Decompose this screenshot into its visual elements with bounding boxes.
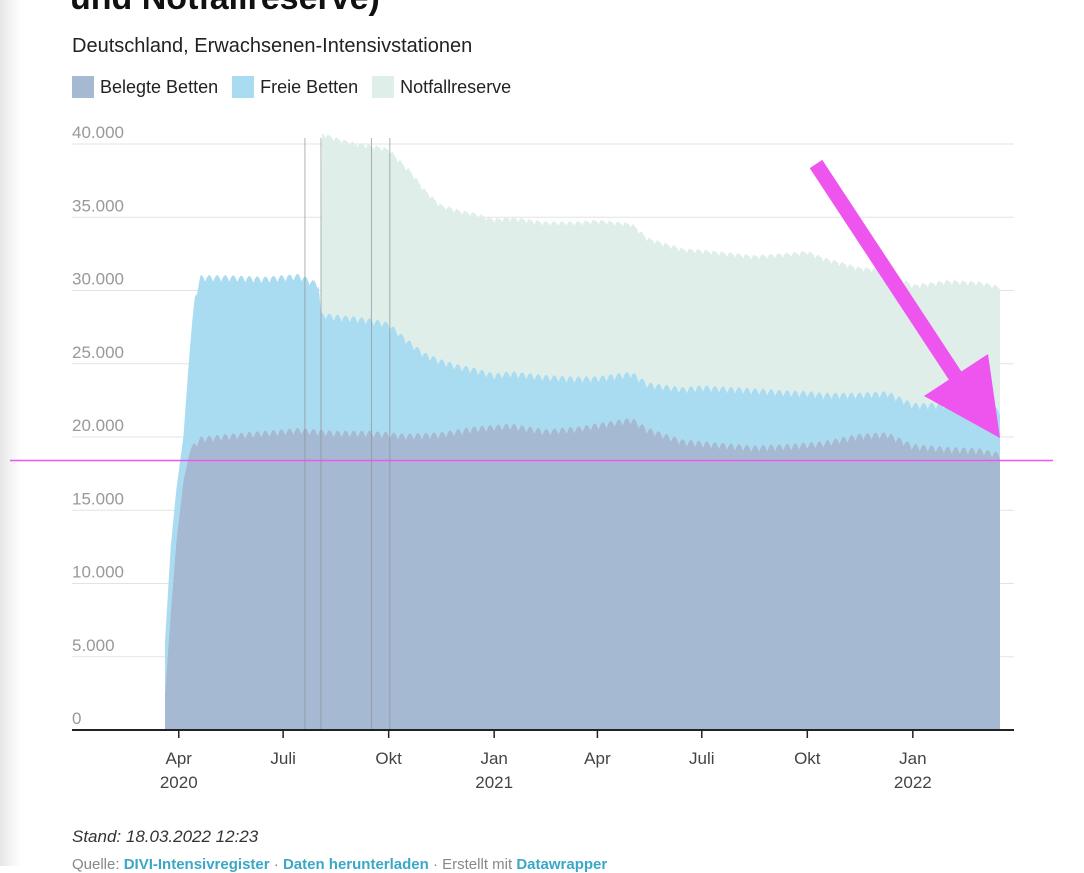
y-tick-label: 0 xyxy=(72,709,81,728)
x-tick-label: Jan xyxy=(480,749,507,768)
legend-label-frei: Freie Betten xyxy=(260,76,359,97)
page-shadow xyxy=(0,0,22,866)
x-tick-label: Juli xyxy=(689,749,715,768)
legend-swatch-reserve xyxy=(372,76,395,98)
legend-item-frei: Freie Betten xyxy=(232,76,358,98)
source-sep: · xyxy=(269,856,283,873)
x-tick-year: 2022 xyxy=(894,773,932,792)
legend-label-belegt: Belegte Betten xyxy=(100,76,219,97)
y-tick-label: 40.000 xyxy=(72,123,124,142)
download-link[interactable]: Daten herunterladen xyxy=(282,856,429,873)
y-tick-label: 20.000 xyxy=(72,416,124,435)
x-tick-year: 2020 xyxy=(160,773,198,792)
x-tick-label: Apr xyxy=(584,749,611,768)
x-tick-label: Apr xyxy=(166,749,193,768)
datawrapper-link[interactable]: Datawrapper xyxy=(516,856,608,873)
y-tick-label: 5.000 xyxy=(72,636,115,655)
legend-swatch-belegt xyxy=(72,76,94,98)
area-freie-betten xyxy=(165,273,1000,694)
chart-title: und Notfallreserve) xyxy=(70,0,380,18)
legend-item-belegt: Belegte Betten xyxy=(72,76,218,98)
y-tick-label: 25.000 xyxy=(72,343,124,362)
legend: Belegte Betten Freie Betten Notfallreser… xyxy=(72,76,525,98)
area-notfallreserve xyxy=(165,133,1000,643)
legend-label-reserve: Notfallreserve xyxy=(400,76,512,97)
annotation-arrow-shaft xyxy=(809,159,965,385)
source-line: Quelle: DIVI-Intensivregister · Daten he… xyxy=(72,856,607,873)
event-lines xyxy=(304,138,391,730)
created-prefix: · Erstellt mit xyxy=(428,856,517,873)
x-tick-label: Juli xyxy=(270,749,296,768)
x-tick-label: Jan xyxy=(899,749,926,768)
stand-timestamp: Stand: 18.03.2022 12:23 xyxy=(72,827,259,846)
x-tick-year: 2021 xyxy=(475,773,513,792)
legend-item-reserve: Notfallreserve xyxy=(372,76,511,98)
x-tick-label: Okt xyxy=(375,749,402,768)
legend-swatch-frei xyxy=(232,76,255,98)
x-tick-label: Okt xyxy=(794,749,821,768)
chart-subtitle: Deutschland, Erwachsenen-Intensivstation… xyxy=(72,35,473,57)
y-tick-label: 35.000 xyxy=(72,196,124,215)
source-prefix: Quelle: xyxy=(72,856,124,873)
annotation-layer xyxy=(10,159,1053,462)
annotation-arrow-head xyxy=(924,354,1000,438)
source-link[interactable]: DIVI-Intensivregister xyxy=(123,856,270,873)
axis-layer: 0 5.000 10.000 15.000 20.000 25.000 30.000 35.0… xyxy=(72,123,1014,792)
area-belegte-betten xyxy=(165,418,1000,730)
y-tick-label: 10.000 xyxy=(72,563,124,582)
series-layer xyxy=(165,133,1000,730)
y-tick-label: 15.000 xyxy=(72,489,124,508)
y-tick-label: 30.000 xyxy=(72,270,124,289)
